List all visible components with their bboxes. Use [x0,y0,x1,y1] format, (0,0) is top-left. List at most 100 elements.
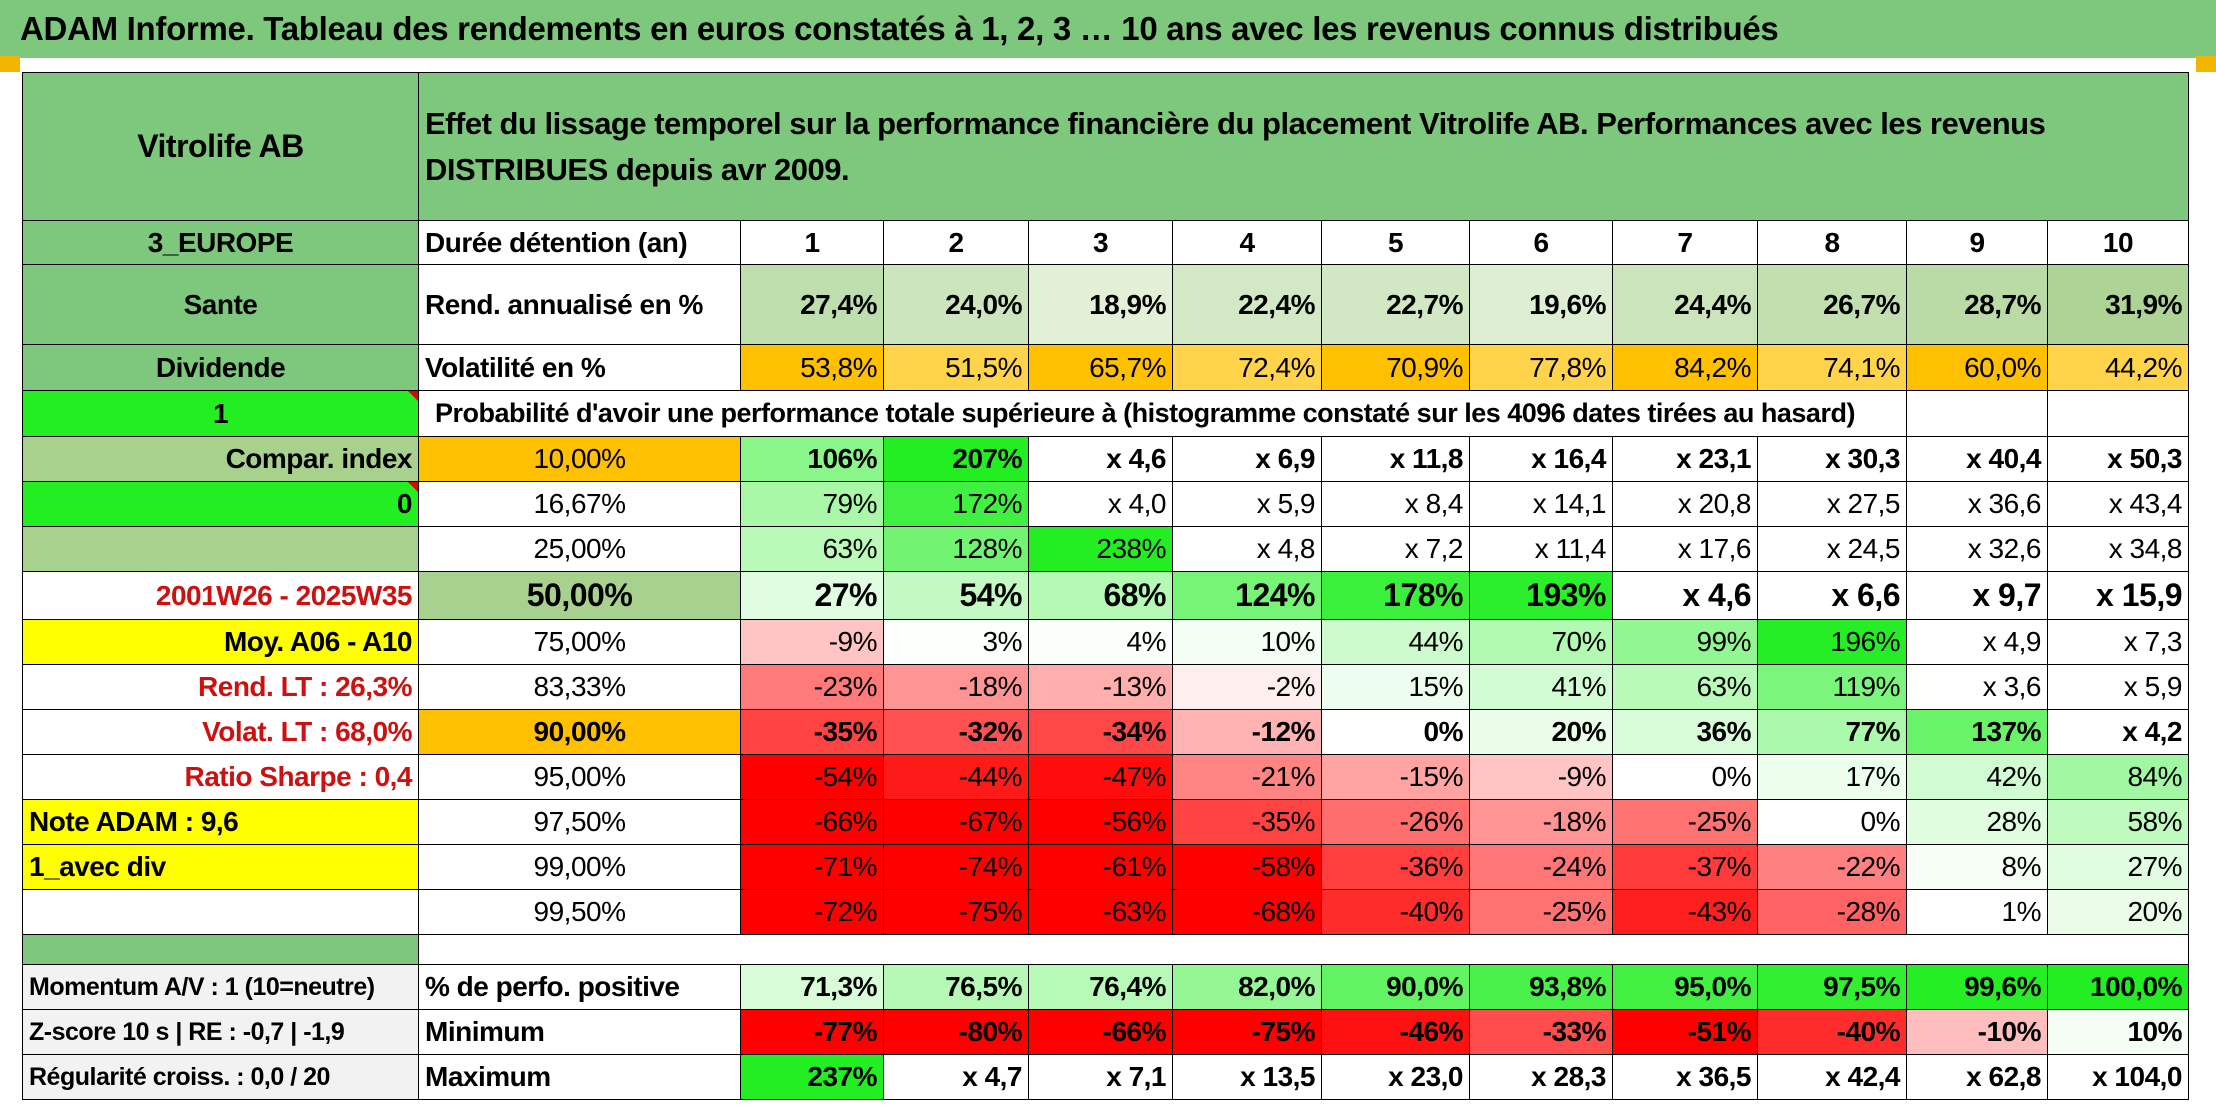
summary-label: % de perfo. positive [418,964,741,1010]
probability-value: -47% [1028,754,1173,800]
probability-value: -56% [1028,799,1173,845]
returns-table: Vitrolife AB Effet du lissage temporel s… [22,72,2189,1100]
probability-value: x 40,4 [1906,436,2048,482]
probability-value: x 30,3 [1757,436,1907,482]
probability-value: 58% [2047,799,2189,845]
probability-value: -37% [1612,844,1758,890]
probability-value: 63% [740,526,884,572]
probability-threshold: 16,67% [418,481,741,527]
index-value-cell: 0 [22,481,419,527]
probability-value: x 5,9 [2047,664,2189,710]
summary-value: 76,5% [883,964,1029,1010]
probability-value: 27% [2047,844,2189,890]
probability-value: 70% [1469,619,1613,665]
probability-threshold: 75,00% [418,619,741,665]
duree-value-10: 10 [2047,220,2189,265]
spacer-cell [418,934,2189,965]
probability-threshold: 90,00% [418,709,741,755]
probability-value: x 7,3 [2047,619,2189,665]
rend-value-1: 27,4% [740,264,884,345]
probability-value: x 3,6 [1906,664,2048,710]
empty-side-cell [22,889,419,935]
probability-value: 20% [2047,889,2189,935]
probability-value: 172% [883,481,1029,527]
probability-value: -28% [1757,889,1907,935]
probability-value: x 11,4 [1469,526,1613,572]
probability-row: 0 16,67% 79% 172% x 4,0 x 5,9 x 8,4 x 14,1 x 20,… [22,481,2189,527]
summary-side-label: Régularité croiss. : 0,0 / 20 [22,1054,419,1100]
probability-value: x 4,2 [2047,709,2189,755]
probability-value: -25% [1612,799,1758,845]
summary-value: -46% [1321,1009,1470,1055]
probability-value: x 8,4 [1321,481,1470,527]
adam-score-cell: Note ADAM : 9,6 [22,799,419,845]
probability-value: 42% [1906,754,2048,800]
empty-cell [2047,390,2189,437]
probability-value: x 15,9 [2047,571,2189,620]
probability-value: -54% [740,754,884,800]
long-term-volatility-cell: Volat. LT : 68,0% [22,709,419,755]
vol-value-6: 77,8% [1469,344,1613,391]
probability-value: 15% [1321,664,1470,710]
probability-value: x 6,6 [1757,571,1907,620]
probability-value: 196% [1757,619,1907,665]
probability-value: -44% [883,754,1029,800]
probability-value: -18% [1469,799,1613,845]
corner-marker-left [0,56,20,72]
probability-value: -13% [1028,664,1173,710]
rend-value-5: 22,7% [1321,264,1470,345]
probability-value: 137% [1906,709,2048,755]
probability-value: x 4,6 [1612,571,1758,620]
probability-value: -18% [883,664,1029,710]
probability-value: -71% [740,844,884,890]
summary-value: 97,5% [1757,964,1907,1010]
vol-value-5: 70,9% [1321,344,1470,391]
row-label: Volatilité en % [418,344,741,391]
spacer-row [22,934,2189,965]
row-label: Rend. annualisé en % [418,264,741,345]
summary-value: 100,0% [2047,964,2189,1010]
probability-value: x 16,4 [1469,436,1613,482]
probability-value: -61% [1028,844,1173,890]
probability-value: x 23,1 [1612,436,1758,482]
probability-value: 84% [2047,754,2189,800]
probability-value: -35% [740,709,884,755]
vol-value-3: 65,7% [1028,344,1173,391]
summary-value: -66% [1028,1009,1173,1055]
probability-value: 124% [1172,571,1322,620]
probability-value: 0% [1321,709,1470,755]
probability-row: Rend. LT : 26,3% 83,33% -23% -18% -13% -2% 15%… [22,664,2189,710]
probability-threshold: 83,33% [418,664,741,710]
summary-label: Minimum [418,1009,741,1055]
probability-value: 1% [1906,889,2048,935]
probability-value: 79% [740,481,884,527]
summary-row: Régularité croiss. : 0,0 / 20 Maximum 237%… [22,1054,2189,1100]
empty-cell [1906,390,2048,437]
probability-value: x 4,8 [1172,526,1322,572]
probability-value: 20% [1469,709,1613,755]
duree-value-3: 3 [1028,220,1173,265]
duree-value-2: 2 [883,220,1029,265]
duree-value-1: 1 [740,220,884,265]
probability-value: x 36,6 [1906,481,2048,527]
rend-value-7: 24,4% [1612,264,1758,345]
probability-value: 63% [1612,664,1758,710]
summary-value: 99,6% [1906,964,2048,1010]
probability-caption: Probabilité d'avoir une performance tota… [418,390,1907,437]
probability-threshold: 10,00% [418,436,741,482]
summary-value: x 36,5 [1612,1054,1758,1100]
summary-value: -40% [1757,1009,1907,1055]
row-label: Durée détention (an) [418,220,741,265]
summary-value: 90,0% [1321,964,1470,1010]
vol-value-7: 84,2% [1612,344,1758,391]
rend-value-6: 19,6% [1469,264,1613,345]
summary-value: -10% [1906,1009,2048,1055]
probability-value: -26% [1321,799,1470,845]
probability-value: -2% [1172,664,1322,710]
summary-value: -75% [1172,1009,1322,1055]
summary-value: -33% [1469,1009,1613,1055]
probability-value: x 43,4 [2047,481,2189,527]
report-title: ADAM Informe. Tableau des rendements en … [0,0,2216,58]
probability-value: -43% [1612,889,1758,935]
